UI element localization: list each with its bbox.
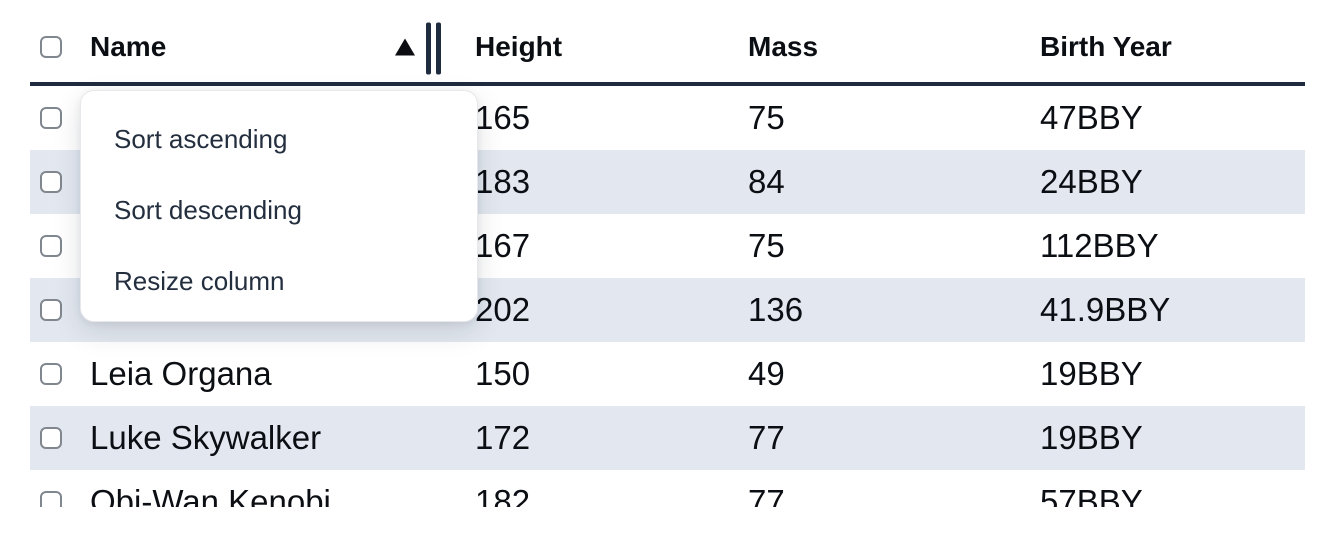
table-header-row: Name Height Mass Birth Year [30, 0, 1305, 86]
menu-item-sort-ascending[interactable]: Sort ascending [114, 124, 288, 154]
row-select-cell [30, 342, 80, 406]
cell-birth-year: 112BBY [1040, 227, 1159, 264]
column-header-name-label: Name [90, 31, 167, 62]
column-header-name[interactable]: Name [80, 12, 445, 82]
cell-name: Luke Skywalker [90, 419, 322, 456]
row-select-cell [30, 278, 80, 342]
row-select-cell [30, 150, 80, 214]
cell-birth-year: 41.9BBY [1040, 291, 1171, 328]
menu-item-sort-descending[interactable]: Sort descending [114, 195, 302, 225]
row-select-cell [30, 470, 80, 507]
column-context-menu: Sort ascending Sort descending Resize co… [80, 90, 478, 322]
cell-birth-year: 57BBY [1040, 483, 1143, 507]
cell-mass: 136 [748, 291, 804, 328]
table-row: Luke Skywalker 172 77 19BBY [30, 406, 1305, 470]
row-checkbox[interactable] [40, 107, 62, 129]
row-select-cell [30, 214, 80, 278]
cell-birth-year: 24BBY [1040, 163, 1143, 200]
row-checkbox[interactable] [40, 491, 62, 507]
row-checkbox[interactable] [40, 235, 62, 257]
cell-height: 165 [475, 99, 531, 136]
row-select-cell [30, 406, 80, 470]
cell-mass: 49 [748, 355, 785, 392]
resize-bar-icon [426, 22, 431, 75]
cell-height: 202 [475, 291, 531, 328]
cell-mass: 77 [748, 483, 785, 507]
cell-mass: 75 [748, 227, 785, 264]
cell-height: 182 [475, 483, 531, 507]
sort-ascending-icon [395, 38, 415, 56]
row-checkbox[interactable] [40, 427, 62, 449]
select-all-checkbox[interactable] [40, 36, 62, 58]
cell-birth-year: 19BBY [1040, 419, 1143, 456]
menu-item-resize-column[interactable]: Resize column [114, 266, 285, 296]
cell-name: Obi-Wan Kenobi [90, 483, 331, 507]
row-select-cell [30, 86, 80, 150]
cell-mass: 84 [748, 163, 785, 200]
column-header-height[interactable]: Height [445, 12, 718, 82]
cell-mass: 75 [748, 99, 785, 136]
column-header-birth-year-label: Birth Year [1040, 31, 1172, 62]
header-select-cell [30, 12, 80, 82]
cell-height: 183 [475, 163, 531, 200]
resize-bar-icon [436, 22, 441, 75]
column-resize-handle[interactable] [426, 22, 441, 75]
column-header-mass-label: Mass [748, 31, 819, 62]
row-checkbox[interactable] [40, 171, 62, 193]
cell-height: 172 [475, 419, 531, 456]
column-header-mass[interactable]: Mass [718, 12, 1010, 82]
column-header-birth-year[interactable]: Birth Year [1010, 12, 1305, 82]
cell-mass: 77 [748, 419, 785, 456]
cell-height: 150 [475, 355, 531, 392]
row-checkbox[interactable] [40, 363, 62, 385]
cell-birth-year: 19BBY [1040, 355, 1143, 392]
column-header-height-label: Height [475, 31, 563, 62]
cell-birth-year: 47BBY [1040, 99, 1143, 136]
cell-height: 167 [475, 227, 531, 264]
cell-name: Leia Organa [90, 355, 272, 392]
row-checkbox[interactable] [40, 299, 62, 321]
table-row: Obi-Wan Kenobi 182 77 57BBY [30, 470, 1305, 507]
table-row: Leia Organa 150 49 19BBY [30, 342, 1305, 406]
